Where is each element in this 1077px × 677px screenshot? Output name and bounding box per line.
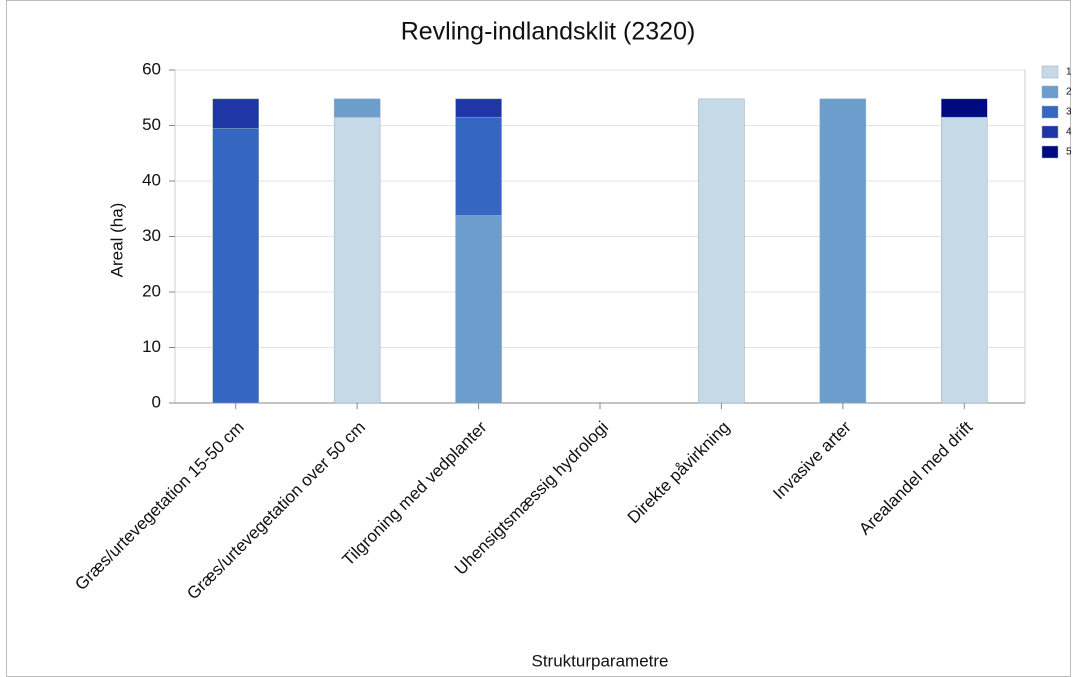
- y-axis-label: Areal (ha): [107, 203, 126, 278]
- bar-segment: [333, 98, 381, 118]
- legend-label: 1: [1066, 67, 1072, 78]
- chart-title: Revling-indlandsklit (2320): [401, 18, 696, 46]
- legend-label: 2: [1066, 87, 1072, 98]
- x-tick-label: Invasive arter: [769, 417, 855, 503]
- legend-swatch: [1041, 105, 1059, 119]
- bar-segment: [941, 116, 988, 404]
- x-tick-label: Tilgroning med vedplanter: [339, 417, 491, 569]
- legend-swatch: [1041, 85, 1059, 99]
- y-tick-label: 20: [142, 281, 161, 300]
- x-tick-label: Direkte påvirkning: [624, 418, 734, 528]
- legend-swatch: [1041, 65, 1059, 79]
- bar-segment: [212, 98, 259, 129]
- bar-segment: [819, 98, 867, 404]
- legend-label: 5: [1066, 147, 1072, 158]
- legend-label: 4: [1066, 127, 1072, 138]
- x-axis-label: Strukturparametre: [532, 651, 669, 670]
- bar-segment: [212, 128, 259, 404]
- legend-swatch: [1041, 125, 1059, 139]
- y-tick-label: 50: [142, 115, 161, 134]
- bar-segment: [333, 116, 381, 404]
- x-tick-label: Arealandel med drift: [855, 417, 976, 538]
- y-tick-label: 60: [142, 59, 161, 78]
- bar-segment: [455, 215, 502, 404]
- bar-segment: [455, 98, 502, 118]
- y-tick-label: 40: [142, 170, 161, 189]
- y-tick-label: 30: [142, 226, 161, 245]
- bar-segment: [698, 98, 745, 404]
- y-tick-label: 10: [142, 337, 161, 356]
- legend-label: 3: [1066, 107, 1072, 118]
- bar-segment: [455, 116, 502, 216]
- legend-swatch: [1041, 145, 1059, 159]
- y-tick-label: 0: [152, 392, 161, 411]
- bar-segment: [941, 98, 988, 118]
